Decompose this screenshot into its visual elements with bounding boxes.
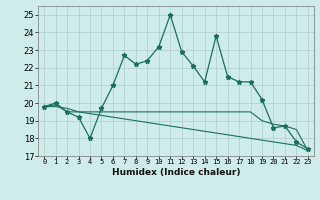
X-axis label: Humidex (Indice chaleur): Humidex (Indice chaleur) (112, 168, 240, 177)
